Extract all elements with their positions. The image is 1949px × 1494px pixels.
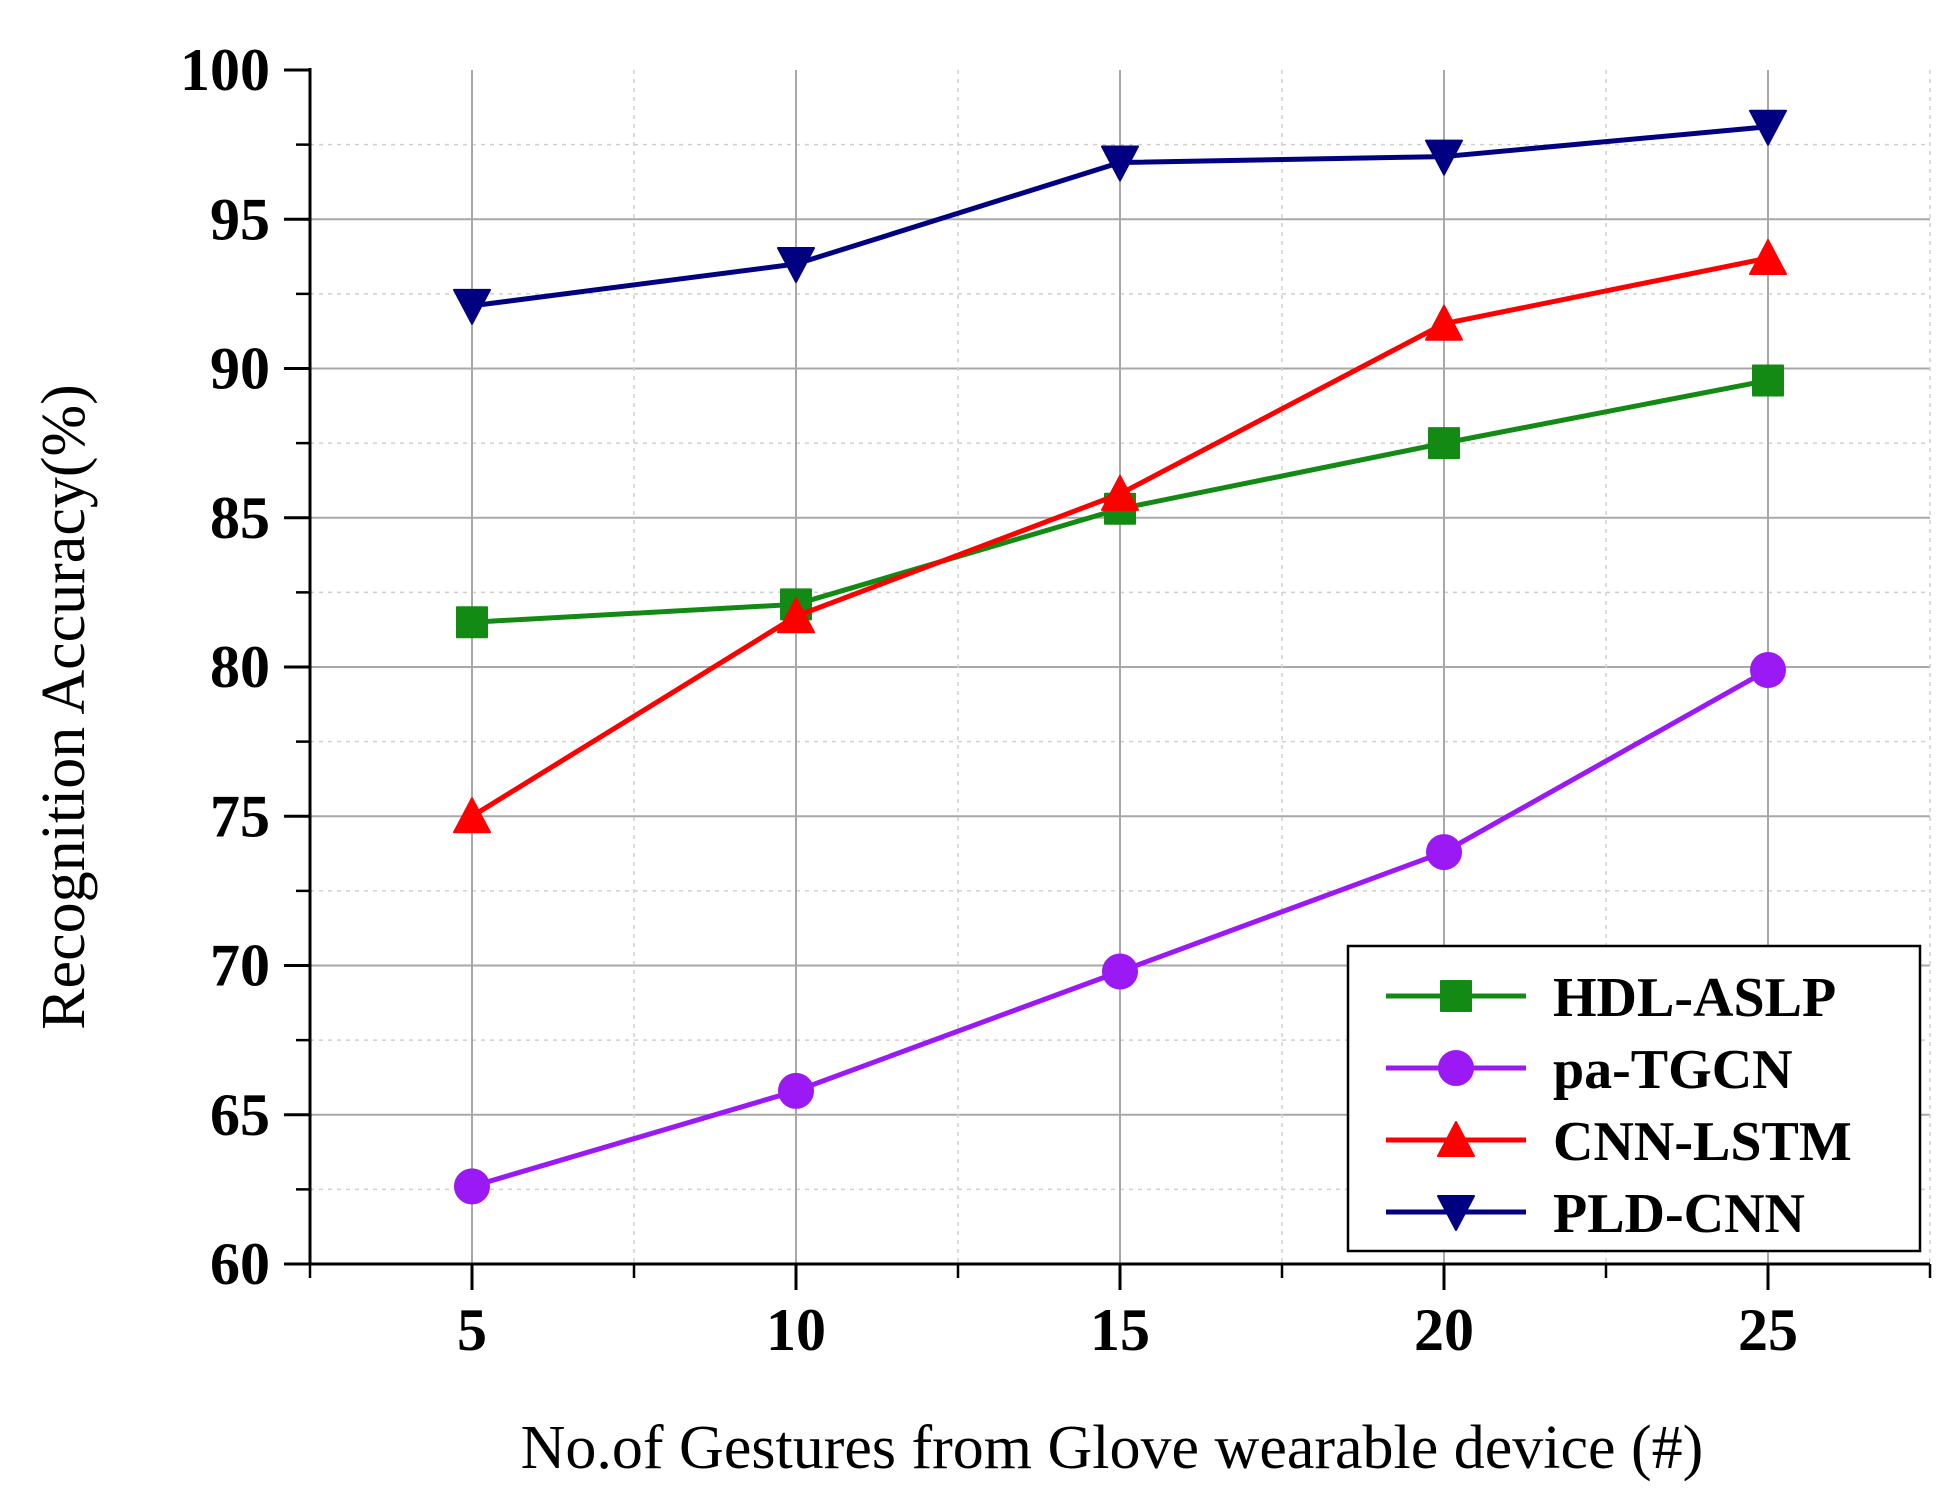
legend-swatch-marker [1438, 1050, 1474, 1086]
y-tick-label: 95 [210, 186, 270, 252]
y-tick-label: 60 [210, 1231, 270, 1297]
data-point-cnn-lstm [1749, 239, 1787, 276]
data-point-pld-cnn [1101, 145, 1139, 182]
y-tick-label: 100 [180, 37, 270, 103]
y-tick-label: 70 [210, 933, 270, 999]
legend-swatch-marker [1440, 980, 1472, 1012]
legend-item-hdl-aslp: HDL-ASLP [1386, 967, 1836, 1029]
axes: 60 65 70 75 80 85 90 95 100 5 10 15 20 25 [180, 37, 1932, 1363]
x-tick-label: 25 [1738, 1297, 1798, 1363]
legend-label: CNN-LSTM [1553, 1111, 1852, 1173]
x-tick-label: 20 [1414, 1297, 1474, 1363]
legend-item-pa-tgcn: pa-TGCN [1386, 1039, 1793, 1101]
data-point-pld-cnn [1425, 139, 1463, 176]
y-tick-label: 75 [210, 783, 270, 849]
data-point-pa-tgcn [454, 1168, 490, 1205]
data-point-pa-tgcn [778, 1072, 814, 1109]
data-point-cnn-lstm [777, 597, 815, 634]
legend-label: pa-TGCN [1553, 1039, 1793, 1101]
data-point-pa-tgcn [1426, 834, 1462, 871]
x-tick-label: 5 [457, 1297, 487, 1363]
legend-item-pld-cnn: PLD-CNN [1386, 1183, 1805, 1245]
y-tick-label: 85 [210, 485, 270, 551]
grid-lines [309, 70, 1931, 1264]
series-pld-cnn [453, 109, 1787, 325]
data-point-pa-tgcn [1750, 651, 1786, 688]
data-point-cnn-lstm [453, 797, 491, 834]
x-tick-label: 15 [1090, 1297, 1150, 1363]
data-point-pa-tgcn [1102, 953, 1138, 990]
legend-swatch-marker [1437, 1121, 1475, 1157]
y-axis-title: Recognition Accuracy(%) [30, 384, 98, 1030]
legend-label: HDL-ASLP [1553, 967, 1836, 1029]
data-point-cnn-lstm [1425, 304, 1463, 341]
legend-item-cnn-lstm: CNN-LSTM [1386, 1111, 1852, 1173]
series-cnn-lstm [453, 239, 1787, 834]
y-tick-label: 65 [210, 1082, 270, 1148]
y-tick-label: 80 [210, 634, 270, 700]
data-point-pld-cnn [453, 288, 491, 325]
legend-label: PLD-CNN [1553, 1183, 1805, 1245]
data-point-hdl-aslp [1428, 427, 1460, 460]
x-tick-label: 10 [766, 1297, 826, 1363]
legend-swatch-marker [1437, 1195, 1475, 1231]
data-point-pld-cnn [777, 247, 815, 284]
data-point-hdl-aslp [1752, 364, 1784, 397]
data-point-pld-cnn [1749, 109, 1787, 146]
data-point-hdl-aslp [456, 606, 488, 639]
data-point-cnn-lstm [1101, 474, 1139, 511]
series-group [453, 109, 1787, 1205]
x-axis-title: No.of Gestures from Glove wearable devic… [521, 1414, 1704, 1482]
series-pa-tgcn [454, 651, 1786, 1205]
legend: HDL-ASLP pa-TGCN CNN-LSTM PLD-CNN [1346, 944, 1922, 1253]
y-tick-label: 90 [210, 336, 270, 402]
